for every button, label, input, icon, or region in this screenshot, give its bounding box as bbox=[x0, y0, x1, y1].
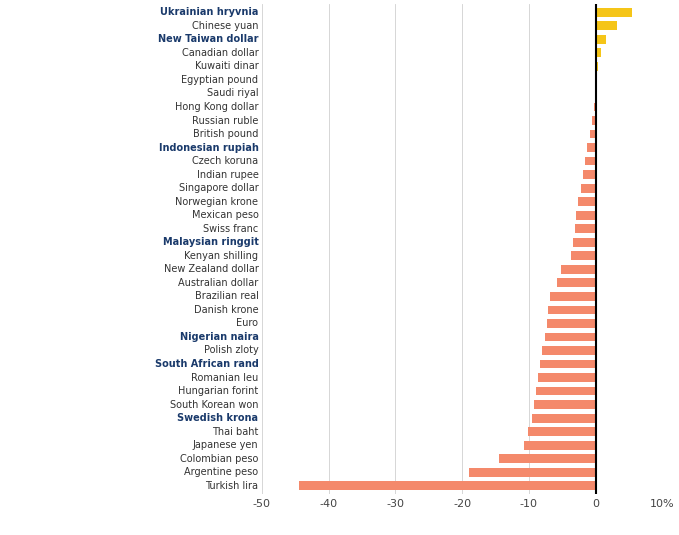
Text: Indonesian rupiah: Indonesian rupiah bbox=[159, 142, 259, 152]
Text: Mexican peso: Mexican peso bbox=[191, 210, 259, 220]
Bar bbox=[532, 414, 595, 423]
Text: New Zealand dollar: New Zealand dollar bbox=[164, 264, 259, 274]
Bar bbox=[540, 360, 595, 369]
Text: Singapore dollar: Singapore dollar bbox=[179, 183, 259, 193]
Text: Swiss franc: Swiss franc bbox=[203, 224, 259, 234]
Bar bbox=[585, 157, 595, 165]
Text: Brazilian real: Brazilian real bbox=[195, 292, 259, 301]
Bar bbox=[576, 211, 595, 219]
Bar bbox=[545, 333, 595, 341]
Text: Danish krone: Danish krone bbox=[194, 305, 259, 315]
Bar bbox=[524, 441, 595, 449]
Text: Thai baht: Thai baht bbox=[212, 426, 259, 437]
Text: Nigerian naira: Nigerian naira bbox=[179, 332, 259, 342]
Text: Euro: Euro bbox=[236, 318, 259, 328]
Text: Indian rupee: Indian rupee bbox=[197, 170, 259, 180]
Bar bbox=[528, 427, 595, 436]
Bar bbox=[581, 184, 595, 193]
Bar bbox=[575, 224, 595, 233]
Bar bbox=[534, 400, 595, 409]
Text: Russian ruble: Russian ruble bbox=[192, 116, 259, 126]
Text: Swedish krona: Swedish krona bbox=[177, 413, 259, 423]
Text: South Korean won: South Korean won bbox=[170, 400, 259, 410]
Text: Kuwaiti dinar: Kuwaiti dinar bbox=[195, 62, 259, 71]
Text: Australian dollar: Australian dollar bbox=[178, 278, 259, 288]
Bar bbox=[549, 305, 595, 314]
Text: British pound: British pound bbox=[193, 129, 259, 139]
Text: Canadian dollar: Canadian dollar bbox=[182, 48, 259, 58]
Text: Argentine peso: Argentine peso bbox=[184, 467, 259, 477]
Bar bbox=[573, 238, 595, 247]
Bar bbox=[299, 482, 595, 490]
Text: Kenyan shilling: Kenyan shilling bbox=[185, 251, 259, 261]
Bar bbox=[595, 21, 617, 30]
Bar bbox=[583, 170, 595, 179]
Text: Ukrainian hryvnia: Ukrainian hryvnia bbox=[160, 7, 259, 17]
Text: Egyptian pound: Egyptian pound bbox=[181, 75, 259, 85]
Text: Malaysian ringgit: Malaysian ringgit bbox=[162, 237, 259, 247]
Bar bbox=[595, 35, 606, 44]
Bar bbox=[595, 49, 601, 57]
Bar bbox=[538, 373, 595, 382]
Text: Polish zloty: Polish zloty bbox=[204, 346, 259, 355]
Bar bbox=[587, 143, 595, 152]
Text: South African rand: South African rand bbox=[155, 359, 259, 369]
Text: Chinese yuan: Chinese yuan bbox=[192, 21, 259, 31]
Bar bbox=[499, 454, 595, 463]
Bar bbox=[561, 265, 595, 274]
Text: Norwegian krone: Norwegian krone bbox=[175, 197, 259, 207]
Text: Romanian leu: Romanian leu bbox=[191, 372, 259, 383]
Bar bbox=[543, 346, 595, 355]
Text: New Taiwan dollar: New Taiwan dollar bbox=[158, 34, 259, 44]
Bar bbox=[550, 292, 595, 301]
Bar bbox=[571, 251, 595, 260]
Bar bbox=[557, 278, 595, 287]
Bar bbox=[547, 319, 595, 328]
Text: Saudi riyal: Saudi riyal bbox=[207, 88, 259, 98]
Bar bbox=[592, 116, 595, 125]
Bar bbox=[536, 387, 595, 395]
Text: Turkish lira: Turkish lira bbox=[206, 481, 259, 491]
Bar bbox=[593, 103, 595, 111]
Text: Japanese yen: Japanese yen bbox=[193, 440, 259, 450]
Bar bbox=[590, 129, 595, 139]
Text: Hungarian forint: Hungarian forint bbox=[178, 386, 259, 396]
Bar bbox=[595, 62, 598, 71]
Text: Colombian peso: Colombian peso bbox=[180, 454, 259, 464]
Bar bbox=[595, 8, 632, 17]
Text: Czech koruna: Czech koruna bbox=[192, 156, 259, 166]
Text: Hong Kong dollar: Hong Kong dollar bbox=[175, 102, 259, 112]
Bar bbox=[579, 197, 595, 206]
Bar bbox=[469, 468, 595, 477]
